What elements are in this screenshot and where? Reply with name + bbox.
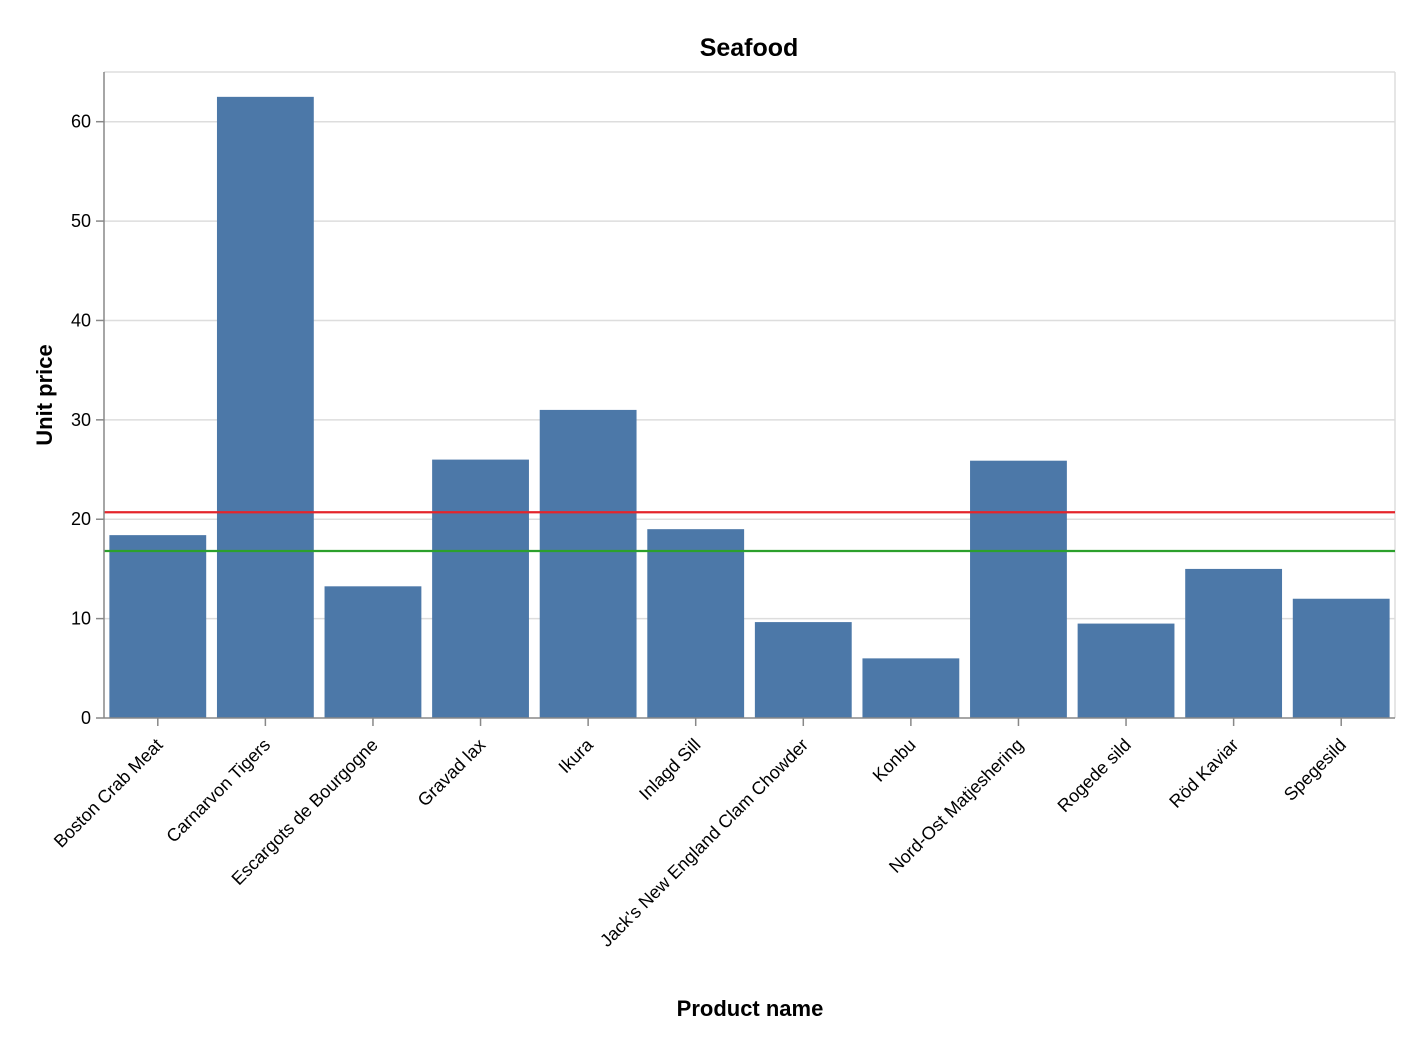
bar-8 [970, 460, 1067, 718]
x-tick-label-5: Inlagd Sill [635, 735, 704, 804]
bar-6 [754, 622, 852, 718]
x-tick-label-10: Röd Kaviar [1165, 735, 1242, 812]
x-tick-label-9: Rogede sild [1054, 735, 1135, 816]
y-tick-label-6: 60 [71, 112, 91, 132]
y-tick-label-2: 20 [71, 509, 91, 529]
y-axis: 0 10 20 30 40 50 60 [71, 72, 105, 728]
bar-0 [109, 535, 207, 718]
bar-5 [647, 529, 745, 718]
bar-9 [1077, 623, 1175, 718]
y-tick-label-1: 10 [71, 609, 91, 629]
bar-11 [1292, 598, 1390, 718]
y-tick-label-0: 0 [81, 708, 91, 728]
bar-3 [432, 459, 529, 718]
bar-2 [324, 586, 422, 718]
x-tick-label-0: Boston Crab Meat [50, 735, 167, 852]
x-tick-label-11: Spegesild [1280, 735, 1350, 805]
x-tick-label-1: Carnarvon Tigers [162, 735, 274, 847]
bar-7 [862, 658, 960, 718]
x-tick-label-7: Konbu [869, 735, 920, 786]
bar-1 [216, 96, 314, 719]
bar-4 [539, 409, 637, 718]
x-tick-label-6: Jack's New England Clam Chowder [596, 735, 812, 951]
y-tick-label-5: 50 [71, 211, 91, 231]
y-tick-label-4: 40 [71, 310, 91, 330]
y-axis-title: Unit price [32, 344, 57, 445]
y-gridlines [104, 71, 1396, 718]
chart-title: Seafood [700, 34, 799, 62]
x-tick-label-3: Gravad lax [414, 735, 490, 811]
bar-10 [1185, 568, 1283, 718]
x-axis-title: Product name [677, 996, 824, 1021]
y-tick-label-3: 30 [71, 410, 91, 430]
reference-lines [104, 511, 1395, 553]
x-tick-label-4: Ikura [555, 734, 598, 777]
bars-group [109, 96, 1390, 719]
